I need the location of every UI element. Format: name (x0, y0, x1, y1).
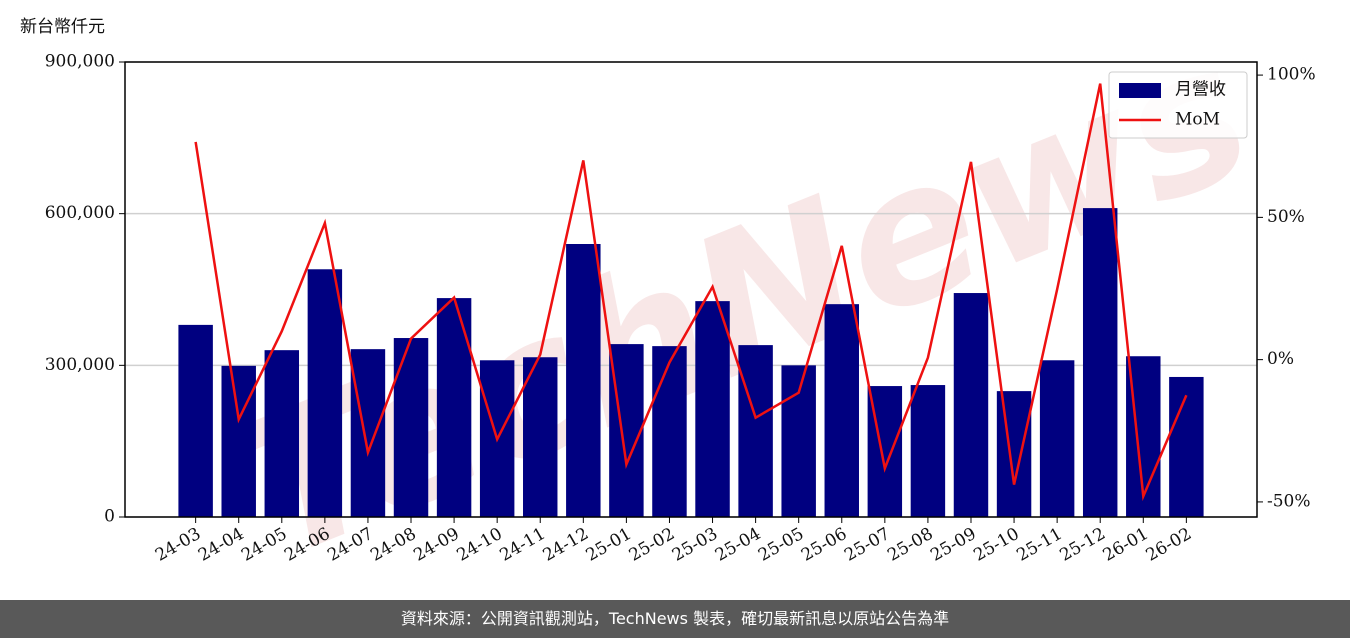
y-axis-label: 新台幣仟元 (20, 17, 105, 37)
bar (695, 301, 730, 517)
bar (1039, 360, 1075, 517)
x-tick-label: 24-03 (152, 524, 204, 566)
x-tick-label: 25-06 (798, 524, 850, 566)
y2-tick-label: 0% (1267, 349, 1294, 369)
x-tick-label: 24-11 (497, 524, 549, 566)
bar (738, 345, 773, 517)
x-tick-label: 25-01 (583, 524, 635, 566)
legend-label: MoM (1175, 110, 1220, 130)
y-tick-label: 600,000 (45, 203, 115, 223)
bar (393, 338, 429, 517)
legend-label: 月營收 (1175, 80, 1226, 100)
bar (307, 269, 343, 517)
bar (910, 385, 946, 517)
y2-tick-label: 100% (1267, 65, 1316, 85)
x-tick-label: 25-05 (755, 524, 807, 566)
bar (523, 357, 558, 517)
y2-tick-label: -50% (1267, 491, 1311, 511)
x-tick-label: 26-01 (1100, 524, 1152, 566)
bar (264, 350, 300, 517)
bar (609, 344, 644, 517)
bar (436, 298, 472, 517)
bar (996, 391, 1032, 517)
x-tick-label: 25-09 (927, 524, 979, 566)
y-tick-label: 300,000 (45, 355, 115, 375)
bar (652, 346, 687, 517)
y-tick-label: 0 (104, 507, 115, 527)
y-tick-label: 900,000 (45, 52, 115, 72)
x-tick-label: 24-12 (540, 524, 592, 566)
x-tick-label: 25-04 (712, 524, 764, 566)
x-tick-label: 25-10 (970, 524, 1022, 566)
line (194, 83, 1188, 502)
plot-frame (124, 61, 1258, 518)
bar (781, 365, 816, 517)
x-tick-label: 25-08 (884, 524, 936, 566)
x-tick-label: 25-11 (1013, 524, 1065, 566)
footer: 資料來源：公開資訊觀測站，TechNews 製表，確切最新訊息以原站公告為準 (0, 600, 1350, 638)
x-tick-label: 25-07 (841, 524, 893, 566)
chart: TechNews 新台幣仟元 0300,000600,000900,000-50… (20, 0, 1316, 601)
bar (221, 365, 256, 517)
x-tick-label: 26-02 (1143, 524, 1195, 566)
bar (1169, 376, 1204, 517)
bar (953, 293, 989, 517)
x-tick-label: 25-02 (626, 524, 678, 566)
bar (566, 244, 601, 517)
bar (350, 349, 386, 517)
x-tick-label: 25-03 (669, 524, 721, 566)
x-tick-label: 25-12 (1057, 524, 1109, 566)
y2-tick-label: 50% (1267, 207, 1305, 227)
legend-swatch (1119, 83, 1161, 98)
x-tick-label: 24-04 (195, 524, 247, 566)
bar (824, 304, 859, 517)
bar (178, 324, 213, 517)
bar (1082, 208, 1118, 517)
